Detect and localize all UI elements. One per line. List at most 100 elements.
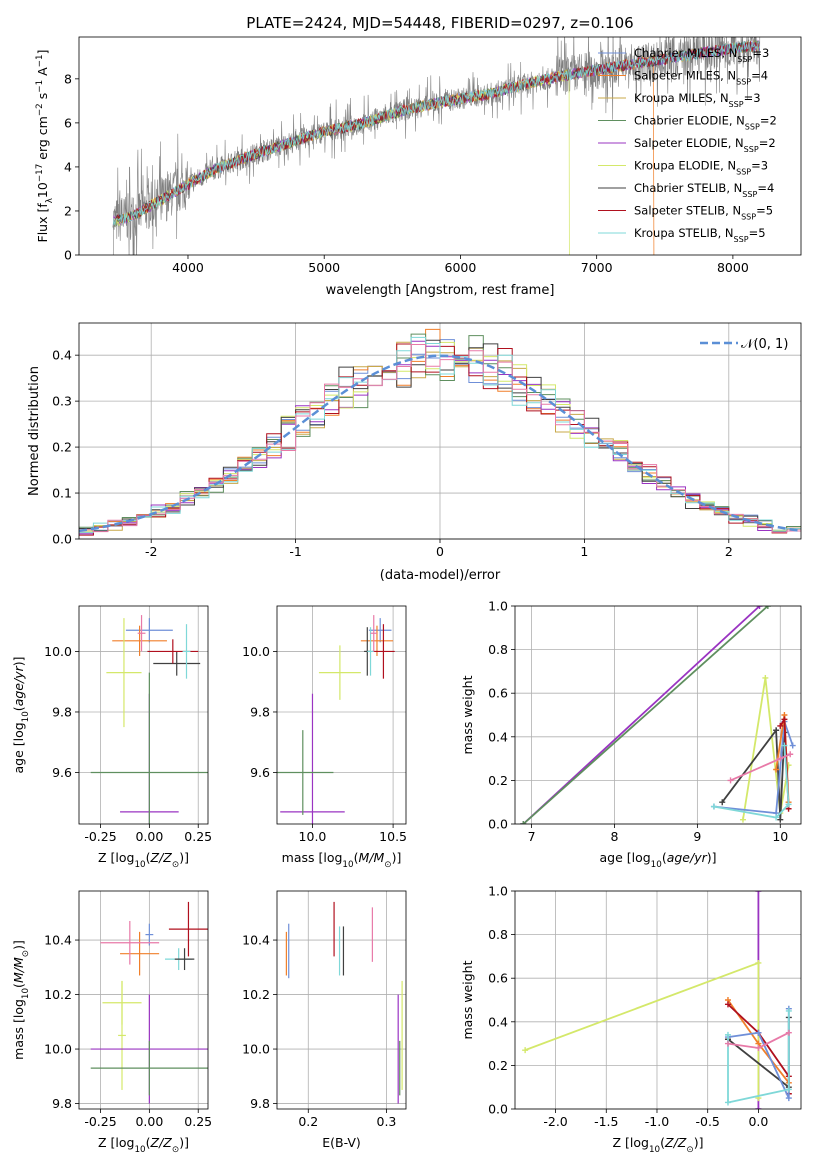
weight-line (713, 745, 790, 819)
y-tick-label: 10.0 (44, 1042, 72, 1057)
normal-curve (79, 354, 801, 533)
x-tick-label: -0.5 (695, 1114, 719, 1129)
weight-marker (777, 722, 784, 729)
x-tick-label: 10.5 (379, 829, 407, 844)
plot-area (277, 891, 406, 1109)
y-axis-label: Normed distribution (27, 366, 42, 496)
y-tick-label: 0.4 (488, 729, 508, 744)
x-tick-label: 0.25 (184, 829, 212, 844)
x-axis-label: E(B-V) (322, 1135, 361, 1150)
weight-marker (724, 1099, 731, 1106)
marks-mass_vs_ebv (285, 901, 403, 1104)
x-tick-label: 7 (528, 829, 536, 844)
weight-marker (762, 674, 769, 681)
y-tick-label: 8 (64, 71, 72, 86)
weight-marker (764, 606, 771, 609)
y-tick-label: 0.4 (52, 348, 72, 363)
x-tick-label: -0.25 (84, 829, 116, 844)
y-axis-label: Flux [fλ10−17 erg cm−2 s−1 A−1] (35, 50, 55, 243)
y-tick-label: 10.0 (242, 644, 270, 659)
x-axis-label: (data-model)/error (380, 568, 501, 583)
panel-mass_vs_ebv: 0.2 0.3 9.8 10.0 10.2 10.4 E(B-V) (242, 890, 407, 1150)
x-tick-label: -1.0 (645, 1114, 669, 1129)
x-tick-label: 10.0 (299, 829, 327, 844)
plot-area (79, 606, 208, 824)
weight-marker (520, 821, 527, 824)
marks-age_vs_Z (90, 615, 208, 824)
y-tick-label: 0.2 (488, 773, 508, 788)
x-axis-label: Z [log10(Z/Z⊙)] (613, 1135, 704, 1155)
marks-mass_vs_Z (90, 901, 208, 1104)
y-tick-label: 10.0 (242, 1042, 270, 1057)
panel-weight_vs_age: 7 8 9 10 0.0 0.2 0.4 0.6 0.8 1.0 age [log10(age/yr… (460, 599, 802, 870)
plot-area (79, 37, 801, 255)
y-tick-label: 0.8 (488, 642, 508, 657)
weight-marker (785, 1095, 792, 1102)
weight-marker (755, 891, 762, 894)
legend-entry: Chabrier ELODIE, NSSP=2 (634, 114, 777, 132)
weight-marker (773, 814, 780, 821)
weight-marker (787, 751, 794, 758)
y-tick-label: 0.4 (488, 1014, 508, 1029)
x-tick-label: 0.25 (184, 1114, 212, 1129)
weight-marker (773, 766, 780, 773)
plot-area (277, 606, 406, 824)
axes-frame (276, 605, 407, 825)
panel-weight_vs_Z: -2.0 -1.5 -1.0 -0.5 0.0 0.0 0.2 0.4 0.6 0.8 1.0 Z [… (460, 884, 802, 1155)
x-tick-label: 0 (436, 544, 444, 559)
marks-spectrum (112, 37, 761, 255)
y-tick-label: 10.4 (242, 933, 270, 948)
weight-marker (755, 1106, 762, 1109)
y-tick-label: 0.0 (488, 1102, 508, 1117)
weight-marker (789, 742, 796, 749)
axes-frame (78, 36, 802, 256)
weight-line (742, 677, 790, 820)
weight-marker (724, 1040, 731, 1047)
weight-line (727, 1010, 790, 1104)
x-tick-label: 0.00 (135, 829, 163, 844)
x-tick-label: -1 (289, 544, 301, 559)
y-tick-label: 0.0 (488, 817, 508, 832)
axes-frame (276, 890, 407, 1110)
y-tick-label: 0.2 (52, 440, 72, 455)
weight-marker (755, 959, 762, 966)
axes-frame (78, 605, 209, 825)
legend-entry: 𝒩(0, 1) (741, 337, 788, 352)
weight-marker (777, 755, 784, 762)
y-tick-label: 9.6 (250, 765, 270, 780)
weight-marker (785, 1029, 792, 1036)
axes-frame (78, 890, 209, 1110)
axes-frame (514, 890, 802, 1110)
panel-mass_vs_Z: -0.25 0.00 0.25 9.8 10.0 10.2 10.4 Z [log10(Z/Z… (11, 890, 212, 1155)
weight-marker (781, 716, 788, 723)
legend: Chabrier MILES, NSSP=3 Salpeter MILES, NS… (598, 46, 777, 244)
x-axis-label: Z [log10(Z/Z⊙)] (98, 1135, 189, 1155)
y-tick-label: 1.0 (488, 599, 508, 614)
weight-marker (522, 1047, 529, 1054)
x-tick-label: 0.3 (377, 1114, 397, 1129)
weight-marker (727, 777, 734, 784)
y-axis-label: age [log10(age/yr)] (11, 656, 31, 773)
y-tick-label: 0.6 (488, 686, 508, 701)
panel-age_vs_mass: 10.0 10.5 9.6 9.8 10.0 mass [log10(M/M⊙)] (242, 605, 407, 870)
legend-entry: Chabrier MILES, NSSP=3 (634, 46, 769, 64)
x-axis-label: wavelength [Angstrom, rest frame] (326, 283, 555, 298)
weight-marker (710, 803, 717, 810)
x-tick-label: -2.0 (543, 1114, 567, 1129)
x-tick-label: 2 (725, 544, 733, 559)
residual-histogram (79, 344, 801, 533)
y-tick-label: 2 (64, 203, 72, 218)
y-tick-label: 10.4 (44, 933, 72, 948)
y-tick-label: 0.0 (52, 532, 72, 547)
weight-marker (773, 727, 780, 734)
legend-entry: Salpeter MILES, NSSP=4 (634, 69, 768, 87)
weight-marker (755, 1029, 762, 1036)
x-axis-label: mass [log10(M/M⊙)] (282, 850, 402, 870)
marks-weight_vs_Z (522, 891, 792, 1109)
x-axis-label: Z [log10(Z/Z⊙)] (98, 850, 189, 870)
x-tick-label: 6000 (445, 260, 477, 275)
x-tick-label: -2 (145, 544, 157, 559)
y-tick-label: 10.2 (242, 987, 270, 1002)
y-axis-label: mass [log10(M/M⊙)] (11, 940, 31, 1060)
weight-marker (785, 1007, 792, 1014)
